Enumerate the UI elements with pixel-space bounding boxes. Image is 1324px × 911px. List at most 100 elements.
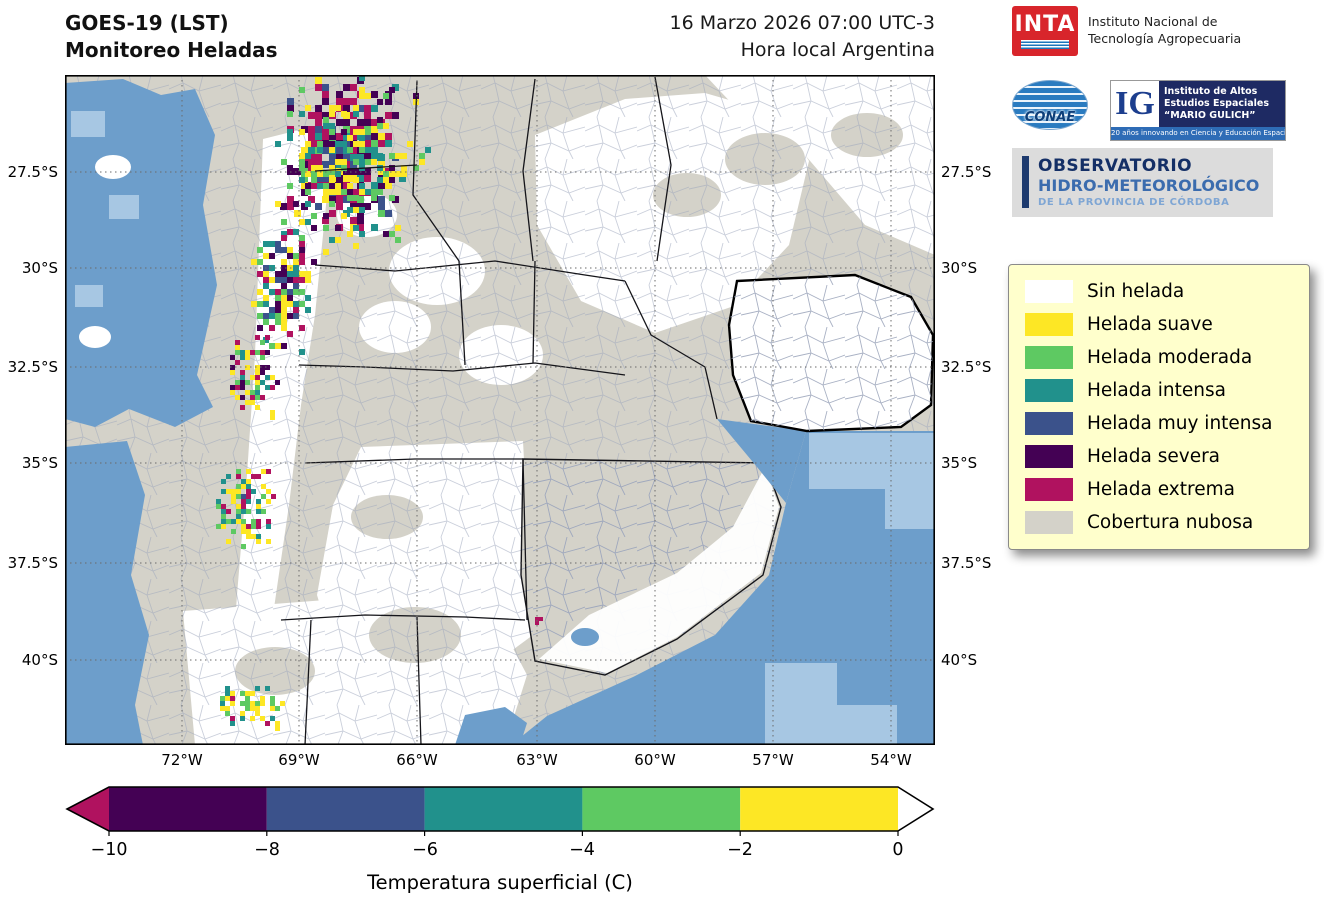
inta-stripes-icon <box>1021 40 1069 49</box>
colorbar-tick-label: −2 <box>727 840 753 860</box>
datetime-line-2: Hora local Argentina <box>740 39 935 61</box>
gulich-line-1: Instituto de Altos <box>1164 86 1258 97</box>
atlantic-cloud-patches <box>765 433 935 745</box>
legend-label: Helada extrema <box>1087 479 1235 500</box>
lat-tick-right: 37.5°S <box>941 554 992 572</box>
colorbar-segment <box>582 787 741 831</box>
legend-swatch <box>1025 313 1073 336</box>
map-canvas <box>65 75 935 745</box>
frost-legend: Sin helada Helada suave Helada moderada … <box>1008 264 1310 550</box>
legend-item: Helada severa <box>1009 440 1309 473</box>
province-borders <box>280 76 718 745</box>
legend-item: Cobertura nubosa <box>1009 506 1309 539</box>
ohmc-line-3: DE LA PROVINCIA DE CÓRDOBA <box>1038 197 1230 208</box>
lat-tick-left: 32.5°S <box>7 358 58 376</box>
legend-item: Helada muy intensa <box>1009 407 1309 440</box>
conae-label: CONAE <box>1024 110 1076 125</box>
lon-tick: 66°W <box>396 751 438 769</box>
graticule <box>65 75 935 745</box>
lon-tick: 69°W <box>278 751 320 769</box>
colorbar-title: Temperatura superficial (C) <box>367 871 633 894</box>
lat-tick-left: 37.5°S <box>7 554 58 572</box>
map-frame <box>65 75 935 745</box>
inta-logo: INTA Instituto Nacional de Tecnología Ag… <box>1012 6 1241 56</box>
ohmc-logo: OBSERVATORIO HIDRO-METEOROLÓGICO DE LA P… <box>1012 148 1274 217</box>
inta-name-line-2: Tecnología Agropecuaria <box>1088 31 1242 46</box>
lon-tick: 54°W <box>870 751 912 769</box>
title-line-1: GOES-19 (LST) <box>65 11 229 35</box>
colorbar-tick-label: −4 <box>569 840 595 860</box>
legend-swatch <box>1025 280 1073 303</box>
legend-swatch <box>1025 346 1073 369</box>
colorbar-tick-label: −6 <box>412 840 438 860</box>
lon-tick: 60°W <box>634 751 676 769</box>
lat-tick-left: 40°S <box>21 651 58 669</box>
lat-tick-left: 27.5°S <box>7 163 58 181</box>
gulich-name: Instituto de Altos Estudios Espaciales “… <box>1159 81 1285 127</box>
gulich-institute-logo: IG Instituto de Altos Estudios Espaciale… <box>1110 80 1286 141</box>
legend-label: Cobertura nubosa <box>1087 512 1254 533</box>
legend-item: Helada suave <box>1009 308 1309 341</box>
legend-label: Helada muy intensa <box>1087 413 1273 434</box>
colorbar-tick-label: 0 <box>892 840 904 860</box>
conae-globe-icon: CONAE <box>1012 80 1088 130</box>
legend-label: Helada suave <box>1087 314 1213 335</box>
colorbar-segment <box>424 787 583 831</box>
pacific-clear-patches <box>79 155 131 348</box>
lon-tick: 63°W <box>516 751 558 769</box>
lat-tick-right: 40°S <box>941 651 978 669</box>
lon-tick: 72°W <box>161 751 203 769</box>
legend-swatch <box>1025 379 1073 402</box>
gulich-abbr: IG <box>1111 81 1159 127</box>
legend-item: Helada moderada <box>1009 341 1309 374</box>
ohmc-bar-icon <box>1022 156 1029 208</box>
inta-abbr: INTA <box>1014 12 1076 37</box>
lat-tick-right: 35°S <box>941 454 978 472</box>
legend-item: Helada intensa <box>1009 374 1309 407</box>
legend-label: Helada intensa <box>1087 380 1226 401</box>
ohmc-line-1: OBSERVATORIO <box>1038 156 1193 176</box>
legend-item: Helada extrema <box>1009 473 1309 506</box>
inta-logo-mark: INTA <box>1012 6 1078 56</box>
colorbar-under-arrow <box>67 787 109 831</box>
colorbar-segment <box>109 787 267 831</box>
gulich-line-2: Estudios Espaciales <box>1164 98 1270 109</box>
datetime-line-1: 16 Marzo 2026 07:00 UTC-3 <box>669 12 936 34</box>
colorbar-tick-label: −8 <box>254 840 280 860</box>
conae-logo: CONAE <box>1012 80 1088 130</box>
ohmc-line-2: HIDRO-METEOROLÓGICO <box>1038 176 1260 195</box>
legend-swatch <box>1025 445 1073 468</box>
inta-name-line-1: Instituto Nacional de <box>1088 14 1218 29</box>
figure-title: GOES-19 (LST) Monitoreo Heladas <box>65 10 278 64</box>
inta-name: Instituto Nacional de Tecnología Agropec… <box>1088 6 1241 56</box>
figure-datetime: 16 Marzo 2026 07:00 UTC-3 Hora local Arg… <box>505 10 936 64</box>
gulich-line-3: “MARIO GULICH” <box>1164 110 1256 121</box>
uruguay <box>727 273 935 433</box>
lat-tick-right: 30°S <box>941 259 978 277</box>
colorbar-segment <box>740 787 898 831</box>
legend-label: Helada moderada <box>1087 347 1253 368</box>
colorbar-tick-marks <box>108 831 899 836</box>
lat-tick-right: 27.5°S <box>941 163 992 181</box>
ba-coastal-clear <box>539 467 779 673</box>
colorbar <box>65 786 935 836</box>
title-line-2: Monitoreo Heladas <box>65 38 278 62</box>
legend-item: Sin helada <box>1009 275 1309 308</box>
colorbar-segment <box>266 787 425 831</box>
lon-tick: 57°W <box>752 751 794 769</box>
lat-tick-left: 35°S <box>21 454 58 472</box>
frost-pixels <box>216 75 543 731</box>
legend-label: Helada severa <box>1087 446 1221 467</box>
gulich-banner: 20 años innovando en Ciencia y Educación… <box>1111 127 1285 140</box>
legend-swatch <box>1025 478 1073 501</box>
map-area <box>65 75 935 745</box>
legend-swatch <box>1025 511 1073 534</box>
legend-label: Sin helada <box>1087 281 1185 302</box>
colorbar-tick-label: −10 <box>90 840 128 860</box>
ohmc-name: OBSERVATORIO HIDRO-METEOROLÓGICO DE LA P… <box>1038 156 1259 208</box>
lat-tick-left: 30°S <box>21 259 58 277</box>
colorbar-over-arrow <box>898 787 933 831</box>
pacific-cloud-patches <box>71 111 139 307</box>
lat-tick-right: 32.5°S <box>941 358 992 376</box>
